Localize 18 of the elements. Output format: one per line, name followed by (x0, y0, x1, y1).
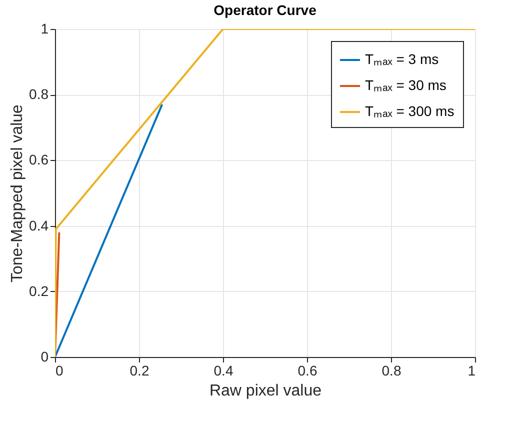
x-tick-label: 0.2 (130, 362, 150, 378)
legend-label: Tₘₐₓ = 3 ms (365, 51, 439, 67)
x-tick-label: 1 (468, 362, 476, 378)
x-tick-label: 0.6 (298, 362, 318, 378)
x-tick-label: 0 (56, 362, 64, 378)
x-tick-label: 0.4 (214, 362, 234, 378)
y-tick-label: 0.6 (29, 152, 49, 168)
legend-label: Tₘₐₓ = 300 ms (365, 103, 454, 119)
y-tick-label: 1 (40, 20, 49, 36)
legend-label: Tₘₐₓ = 30 ms (365, 77, 446, 93)
x-tick-label: 0.8 (382, 362, 402, 378)
y-tick-label: 0.4 (29, 217, 49, 234)
y-axis-title: Tone-Mapped pixel value (9, 104, 26, 282)
y-tick-label: 0.2 (29, 282, 49, 299)
y-tick-label: 0 (40, 348, 49, 364)
chart-title: Operator Curve (214, 2, 317, 18)
x-axis-title: Raw pixel value (209, 382, 322, 400)
y-tick-label: 0.8 (29, 86, 49, 102)
